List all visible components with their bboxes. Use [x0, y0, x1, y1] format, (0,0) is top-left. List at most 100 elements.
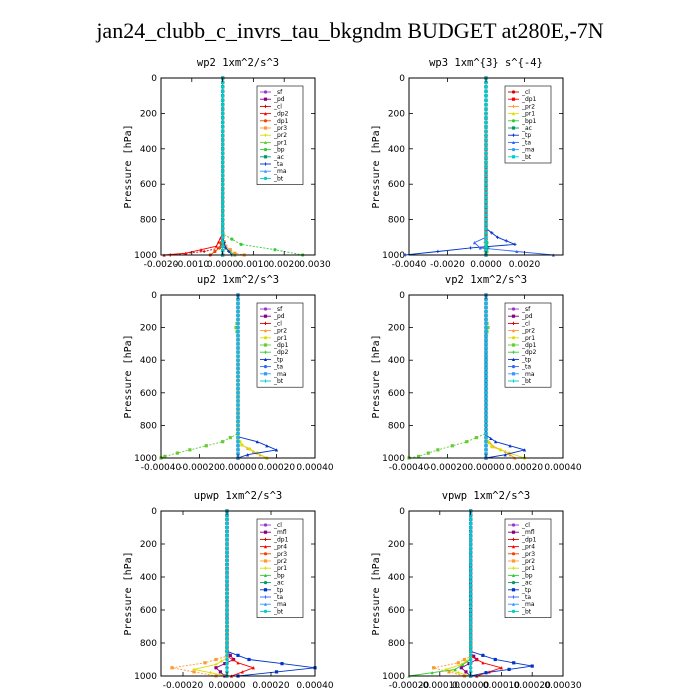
- data-point: [216, 240, 221, 244]
- x-tick-label: 0.0010: [238, 260, 270, 270]
- legend-marker: [263, 176, 268, 180]
- legend-marker: [511, 609, 516, 614]
- data-point: [221, 142, 225, 146]
- data-point: [513, 242, 517, 246]
- legend-marker: [263, 90, 268, 94]
- data-point: [469, 645, 473, 649]
- x-tick-label: 0.0030: [299, 260, 331, 270]
- data-point: [484, 671, 488, 675]
- data-point: [484, 187, 488, 191]
- data-point: [469, 641, 473, 645]
- legend-marker: [511, 119, 516, 123]
- legend-label: _bp: [521, 572, 533, 579]
- data-point: [484, 213, 488, 217]
- panel-title: wp2 1xm^2/s^3: [197, 57, 279, 69]
- legend-label: _sf: [273, 89, 283, 96]
- data-point: [221, 200, 225, 204]
- data-point: [221, 209, 225, 213]
- data-point: [469, 550, 473, 554]
- y-axis-label: Pressure [hPa]: [123, 334, 134, 418]
- data-point: [213, 249, 217, 254]
- x-tick-label: -0.0020: [144, 260, 179, 270]
- data-point: [484, 94, 488, 98]
- data-point: [493, 657, 497, 662]
- legend-marker: [263, 148, 268, 152]
- legend-marker: [263, 140, 268, 144]
- data-point: [469, 246, 473, 250]
- data-point: [432, 666, 436, 670]
- data-point: [484, 182, 488, 186]
- data-point: [469, 666, 473, 670]
- series-bp: [407, 509, 473, 678]
- y-tick-label: 200: [388, 540, 405, 550]
- data-point: [456, 661, 460, 665]
- series-line: [433, 511, 472, 677]
- legend-entry: _ac: [508, 125, 532, 132]
- data-point: [221, 160, 225, 164]
- data-point: [239, 242, 243, 246]
- y-tick-label: 200: [388, 109, 405, 119]
- x-tick-label: -0.0020: [430, 260, 465, 270]
- data-point: [199, 248, 203, 252]
- legend-marker: [511, 155, 516, 159]
- series-pr1: [444, 509, 473, 678]
- data-point: [469, 616, 473, 620]
- data-point: [469, 517, 473, 521]
- data-point: [472, 241, 477, 245]
- data-point: [484, 80, 488, 85]
- data-point: [469, 633, 473, 637]
- legend-entry: _bt: [260, 175, 284, 182]
- data-point: [484, 89, 488, 93]
- series-line: [470, 511, 503, 677]
- y-tick-label: 600: [388, 180, 405, 190]
- legend-marker: [263, 155, 268, 159]
- data-point: [221, 195, 225, 200]
- data-point: [504, 239, 508, 243]
- data-point: [221, 218, 225, 222]
- data-point: [469, 637, 473, 641]
- data-point: [221, 187, 225, 191]
- data-point: [204, 444, 208, 448]
- data-point: [484, 107, 488, 111]
- data-point: [469, 629, 473, 633]
- data-point: [221, 173, 225, 177]
- legend-marker: [263, 133, 268, 137]
- data-point: [469, 546, 473, 550]
- data-point: [469, 608, 473, 612]
- data-point: [484, 231, 488, 235]
- panel-title: vpwp 1xm^2/s^3: [442, 490, 531, 502]
- data-point: [221, 231, 225, 235]
- y-tick-label: 0: [151, 74, 157, 84]
- legend-marker: [511, 148, 516, 152]
- legend-marker: [511, 140, 516, 144]
- data-point: [221, 440, 225, 444]
- data-point: [228, 436, 232, 440]
- data-point: [274, 448, 279, 452]
- data-point: [221, 80, 225, 85]
- data-point: [469, 558, 473, 563]
- data-point: [221, 151, 225, 155]
- data-point: [184, 251, 188, 255]
- series-bt: [221, 76, 225, 257]
- data-point: [484, 235, 488, 239]
- legend-marker: [511, 112, 516, 116]
- data-point: [273, 248, 277, 252]
- legend-label: _cl: [521, 89, 530, 96]
- legend-label: _cl: [273, 103, 282, 110]
- x-tick-label: -0.0010: [174, 260, 209, 270]
- legend-entry: _pr2: [508, 103, 535, 110]
- data-point: [469, 575, 473, 579]
- legend-entry: _pd: [260, 96, 285, 103]
- legend-entry: _pr1: [260, 139, 287, 146]
- data-point: [484, 204, 488, 208]
- legend-label: _pr4: [521, 544, 535, 551]
- data-point: [469, 657, 473, 662]
- legend-entry: _sf: [260, 89, 283, 96]
- data-point: [469, 567, 473, 571]
- data-point: [221, 178, 225, 182]
- data-point: [469, 612, 473, 616]
- data-point: [484, 156, 488, 160]
- data-point: [221, 125, 225, 129]
- data-point: [484, 98, 488, 102]
